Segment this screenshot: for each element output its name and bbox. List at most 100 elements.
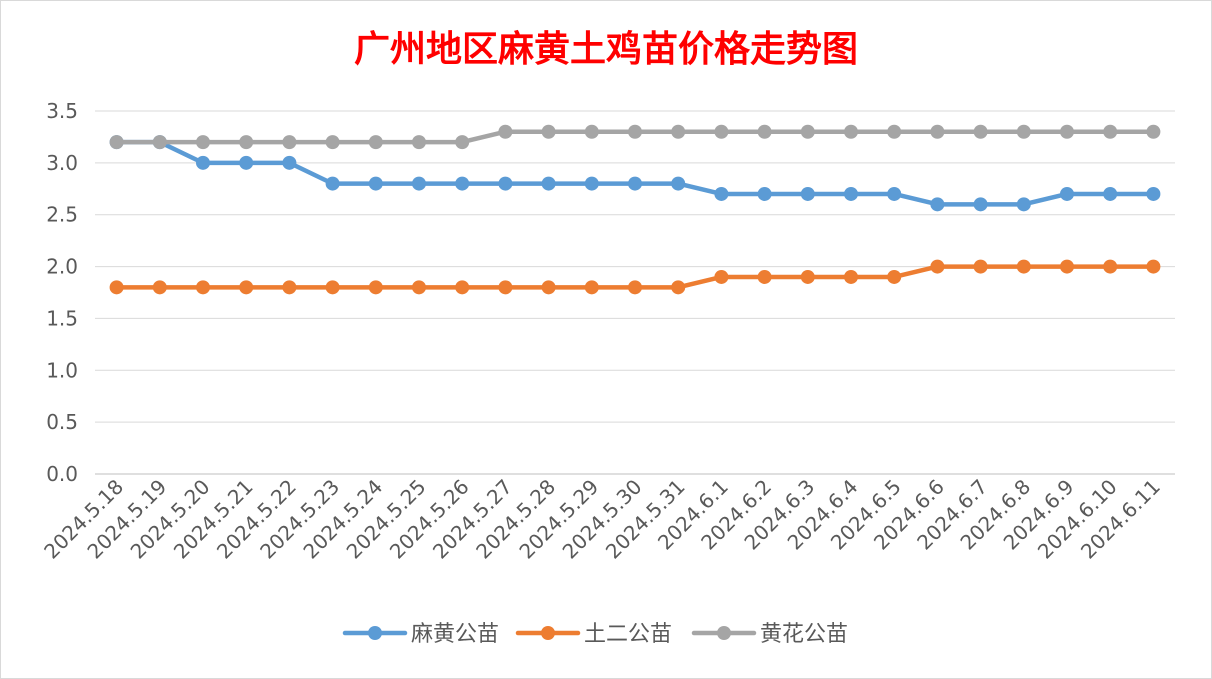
legend-item: 黄花公苗 bbox=[691, 622, 848, 647]
legend-swatch-marker bbox=[717, 626, 731, 640]
y-tick-label: 2.5 bbox=[46, 203, 78, 227]
data-point bbox=[498, 124, 513, 139]
data-point bbox=[1103, 124, 1118, 139]
series-土二公苗 bbox=[109, 259, 1161, 295]
data-point bbox=[1016, 259, 1031, 274]
y-axis-ticks: 0.0 0.5 1.0 1.5 2.0 2.5 3.0 3.5 bbox=[46, 99, 78, 486]
data-point bbox=[973, 197, 988, 212]
data-point bbox=[196, 135, 210, 150]
data-point bbox=[930, 259, 945, 274]
data-point bbox=[1060, 259, 1074, 274]
data-point bbox=[714, 186, 729, 201]
data-point bbox=[368, 280, 383, 295]
data-point bbox=[714, 269, 729, 284]
data-point bbox=[541, 124, 556, 139]
legend-swatch-marker bbox=[541, 626, 555, 640]
data-point bbox=[628, 280, 642, 295]
data-point bbox=[1146, 124, 1161, 139]
data-point bbox=[1103, 186, 1118, 201]
data-point bbox=[973, 259, 988, 274]
data-point bbox=[282, 155, 297, 170]
data-point bbox=[671, 280, 686, 295]
data-point bbox=[282, 280, 297, 295]
data-point bbox=[498, 176, 513, 191]
data-point bbox=[412, 280, 426, 295]
y-tick-label: 3.0 bbox=[46, 151, 78, 175]
data-point bbox=[800, 186, 815, 201]
data-point bbox=[844, 186, 858, 201]
data-point bbox=[930, 197, 945, 212]
data-point bbox=[368, 176, 383, 191]
data-point bbox=[628, 176, 642, 191]
data-point bbox=[1103, 259, 1118, 274]
chart-title: 广州地区麻黄土鸡苗价格走势图 bbox=[354, 28, 858, 70]
data-point bbox=[1016, 197, 1031, 212]
data-point bbox=[887, 269, 902, 284]
legend-item: 麻黄公苗 bbox=[342, 622, 499, 647]
data-point bbox=[930, 124, 945, 139]
data-point bbox=[1060, 186, 1074, 201]
data-point bbox=[325, 176, 340, 191]
data-point bbox=[412, 135, 426, 150]
y-tick-label: 3.5 bbox=[46, 99, 78, 123]
data-point bbox=[800, 124, 815, 139]
data-point bbox=[757, 124, 772, 139]
legend-label: 土二公苗 bbox=[584, 622, 672, 647]
data-point bbox=[844, 269, 858, 284]
data-point bbox=[584, 176, 599, 191]
data-point bbox=[541, 280, 556, 295]
data-point bbox=[239, 280, 254, 295]
data-point bbox=[584, 124, 599, 139]
data-point bbox=[455, 280, 470, 295]
data-point bbox=[1060, 124, 1074, 139]
data-point bbox=[757, 269, 772, 284]
data-point bbox=[152, 135, 167, 150]
data-point bbox=[1016, 124, 1031, 139]
gridlines bbox=[95, 110, 1175, 475]
data-point bbox=[973, 124, 988, 139]
data-point bbox=[498, 280, 513, 295]
legend-swatch-marker bbox=[368, 626, 382, 640]
data-point bbox=[368, 135, 383, 150]
data-point bbox=[887, 124, 902, 139]
data-point bbox=[714, 124, 729, 139]
y-tick-label: 0.5 bbox=[46, 410, 78, 434]
data-point bbox=[671, 124, 686, 139]
series-line bbox=[114, 139, 1156, 207]
series-麻黄公苗 bbox=[109, 135, 1161, 212]
data-point bbox=[887, 186, 902, 201]
y-tick-label: 1.0 bbox=[46, 358, 78, 382]
data-point bbox=[628, 124, 642, 139]
data-point bbox=[239, 155, 254, 170]
legend-label: 黄花公苗 bbox=[760, 622, 848, 647]
data-point bbox=[757, 186, 772, 201]
series-group bbox=[109, 124, 1161, 295]
data-point bbox=[239, 135, 254, 150]
y-tick-label: 0.0 bbox=[46, 462, 78, 486]
data-point bbox=[541, 176, 556, 191]
data-point bbox=[109, 135, 124, 150]
data-point bbox=[412, 176, 426, 191]
data-point bbox=[282, 135, 297, 150]
y-tick-label: 2.0 bbox=[46, 255, 78, 279]
legend-label: 麻黄公苗 bbox=[411, 622, 499, 647]
data-point bbox=[325, 280, 340, 295]
data-point bbox=[196, 280, 210, 295]
y-tick-label: 1.5 bbox=[46, 306, 78, 330]
data-point bbox=[152, 280, 167, 295]
data-point bbox=[455, 135, 470, 150]
data-point bbox=[109, 280, 124, 295]
data-point bbox=[844, 124, 858, 139]
data-point bbox=[1146, 186, 1161, 201]
legend: 麻黄公苗 土二公苗 黄花公苗 bbox=[342, 622, 848, 647]
data-point bbox=[455, 176, 470, 191]
series-黄花公苗 bbox=[109, 124, 1161, 150]
data-point bbox=[1146, 259, 1161, 274]
data-point bbox=[196, 155, 210, 170]
legend-item: 土二公苗 bbox=[515, 622, 672, 647]
data-point bbox=[325, 135, 340, 150]
data-point bbox=[671, 176, 686, 191]
data-point bbox=[584, 280, 599, 295]
